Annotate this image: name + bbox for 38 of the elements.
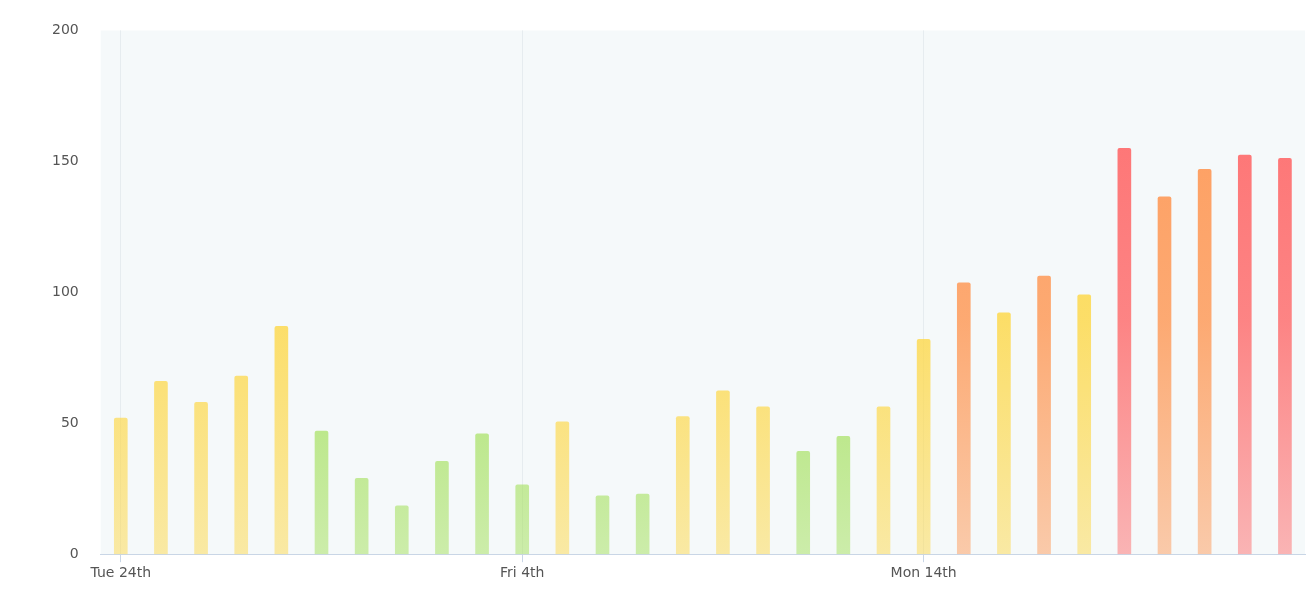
- bar: [1197, 168, 1212, 555]
- bar: [1278, 157, 1292, 555]
- bar: [314, 430, 329, 555]
- bar: [515, 484, 530, 555]
- bar: [1237, 154, 1252, 555]
- x-tick-label: Fri 4th: [500, 564, 545, 581]
- bar: [796, 450, 811, 555]
- y-tick-label: 200: [51, 21, 79, 38]
- bar: [274, 326, 289, 555]
- bar: [997, 312, 1011, 555]
- bar: [154, 381, 168, 555]
- bar: [1117, 147, 1132, 555]
- bar: [435, 460, 449, 555]
- y-tick-label: 100: [51, 282, 79, 299]
- bar: [1157, 196, 1172, 555]
- bar: [1037, 275, 1051, 555]
- bar: [194, 401, 208, 555]
- x-tick-label: Tue 24th: [89, 564, 152, 581]
- bar: [113, 417, 128, 555]
- bar: [836, 436, 851, 555]
- bar: [716, 390, 730, 555]
- y-tick-label: 150: [51, 151, 79, 168]
- bar: [756, 406, 770, 555]
- bar: [675, 416, 690, 555]
- bar: [475, 433, 489, 555]
- bar: [555, 421, 570, 555]
- x-tick-label: Mon 14th: [890, 564, 957, 581]
- bar: [394, 505, 409, 555]
- y-tick-label: 0: [69, 544, 79, 561]
- bar: [876, 406, 891, 555]
- bar: [234, 375, 249, 555]
- bar: [956, 282, 971, 555]
- bar: [595, 495, 610, 555]
- bar: [354, 477, 369, 555]
- bar: [916, 339, 931, 555]
- bar: [635, 493, 650, 555]
- bar: [1077, 294, 1092, 555]
- y-tick-label: 50: [60, 413, 79, 430]
